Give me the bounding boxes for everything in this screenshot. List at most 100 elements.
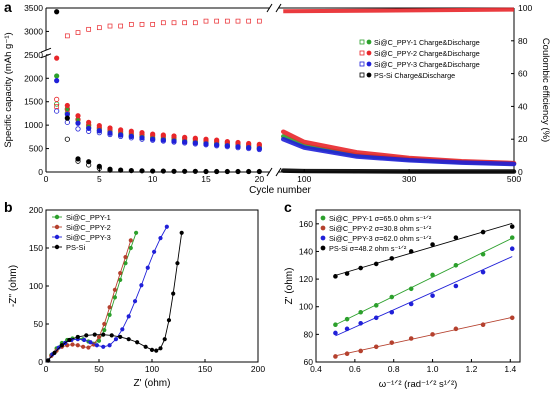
data-point — [154, 348, 159, 353]
data-point — [128, 245, 133, 251]
data-point — [96, 130, 102, 136]
data-point — [75, 343, 80, 348]
axis-break — [266, 167, 273, 177]
series-line — [280, 136, 517, 167]
legend-marker — [366, 50, 372, 56]
efficiency-point — [224, 18, 230, 24]
legend-marker — [320, 245, 326, 251]
y-axis-break — [40, 53, 52, 59]
data-point — [126, 337, 131, 342]
y-tick-label: 200 — [29, 205, 43, 215]
data-point — [408, 301, 414, 307]
data-point — [333, 354, 338, 359]
data-point — [344, 351, 350, 357]
data-point — [203, 168, 209, 175]
data-point — [453, 283, 459, 289]
legend-label: PS-Si σ=48.2 ohm s⁻¹ᐟ² — [329, 244, 407, 253]
legend-label: Si@C_PPY-2 Charge&Discharge — [374, 49, 480, 58]
data-point — [430, 272, 435, 278]
data-point — [509, 224, 515, 229]
data-point — [118, 133, 124, 139]
data-point — [373, 303, 379, 308]
x-tick-label: 0.4 — [310, 364, 322, 374]
panel-b: b 0 50 100 150 200 0 50 100 150 200 Z' (ohm) -Z'' (o… — [4, 199, 265, 389]
data-point — [158, 346, 163, 351]
data-point — [128, 238, 133, 243]
efficiency-point — [235, 18, 241, 24]
y-tick-label: 1500 — [24, 97, 43, 107]
data-point — [64, 115, 70, 121]
panel-letter: a — [4, 0, 12, 15]
efficiency-point — [203, 18, 209, 24]
data-point — [107, 305, 112, 310]
efficiency-point — [128, 22, 134, 27]
y-tick-label: 60 — [304, 357, 314, 367]
efficiency-point — [256, 18, 262, 24]
data-point — [182, 140, 188, 146]
data-point — [214, 143, 220, 149]
data-point — [235, 168, 241, 175]
legend-label: Si@C_PPY-3 — [66, 233, 111, 242]
data-point — [408, 336, 414, 341]
data-point — [480, 251, 486, 257]
data-point — [96, 338, 102, 343]
data-point — [175, 261, 180, 266]
data-point — [182, 168, 188, 174]
data-point — [82, 337, 87, 343]
efficiency-point — [86, 26, 92, 32]
data-point — [160, 138, 166, 144]
y-tick-label: 40 — [518, 101, 528, 111]
data-point — [430, 242, 435, 247]
x-tick-label: 1.4 — [504, 364, 516, 374]
data-point — [59, 343, 65, 348]
data-point — [86, 345, 91, 350]
x-tick-label: 20 — [255, 174, 265, 184]
x-tick-label: 300 — [402, 174, 416, 184]
data-point — [139, 135, 145, 141]
data-point — [84, 333, 89, 338]
data-point — [132, 299, 138, 304]
data-point — [408, 286, 414, 292]
data-point — [480, 229, 486, 235]
efficiency-point — [96, 25, 102, 31]
data-point — [101, 344, 106, 349]
y-tick-label: 100 — [299, 302, 313, 312]
data-point — [118, 277, 123, 283]
legend-marker — [54, 244, 60, 250]
x-tick-label: 10 — [148, 174, 158, 184]
data-point — [453, 326, 459, 332]
data-point — [102, 327, 107, 333]
legend-marker — [366, 72, 372, 78]
data-point — [75, 158, 81, 164]
data-point — [389, 294, 395, 300]
legend-marker — [359, 39, 365, 45]
x-tick-label: 100 — [297, 174, 311, 184]
data-point — [344, 316, 350, 322]
x-tick-label: 0 — [44, 174, 49, 184]
y-tick-label: 500 — [29, 144, 43, 154]
x-tick-label: 1.2 — [466, 364, 478, 374]
data-point — [96, 165, 102, 171]
data-point — [389, 256, 395, 261]
data-point — [192, 168, 198, 174]
data-point — [358, 348, 363, 354]
data-point — [128, 135, 134, 141]
legend-label: Si@C_PPY-1 Charge&Discharge — [374, 38, 480, 47]
data-point — [81, 344, 86, 349]
efficiency-point — [171, 20, 177, 26]
data-point — [373, 315, 379, 321]
y-axis-label: Z' (ohm) — [284, 268, 295, 305]
legend-marker — [359, 61, 365, 67]
data-point — [358, 309, 363, 315]
efficiency-point — [139, 22, 145, 27]
y-tick-label: 80 — [304, 329, 314, 339]
data-point — [107, 343, 112, 348]
data-point — [333, 274, 338, 279]
data-point — [171, 139, 177, 145]
y-tick-label: 60 — [518, 69, 528, 79]
data-point — [54, 108, 60, 114]
legend-marker — [320, 215, 326, 221]
data-point — [214, 168, 220, 175]
data-point — [75, 120, 81, 126]
data-point — [54, 96, 60, 102]
